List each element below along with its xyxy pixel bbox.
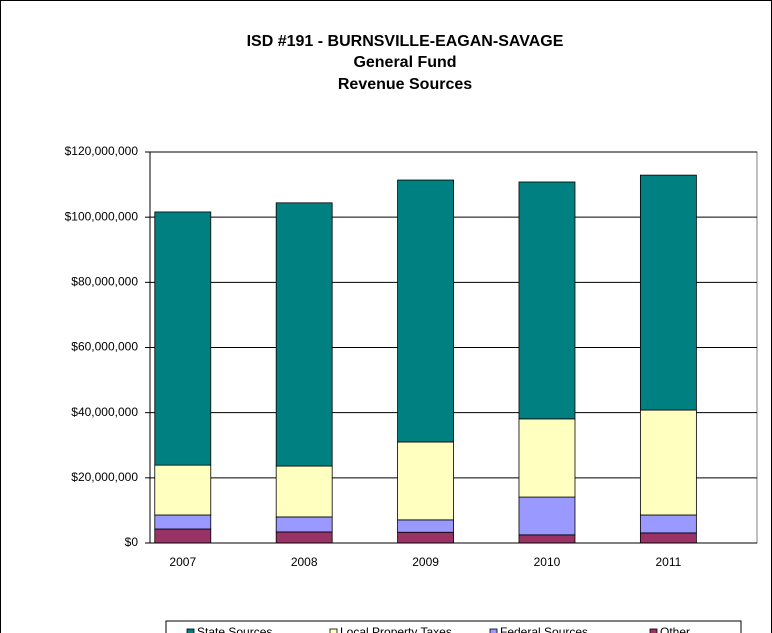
y-tick-label: $0	[125, 535, 139, 549]
bar-segment	[397, 519, 454, 533]
x-tick-label: 2009	[412, 555, 439, 569]
bar-segment	[275, 202, 333, 467]
y-tick-label: $40,000,000	[71, 405, 138, 419]
bar-segment	[397, 179, 454, 443]
bar-segment	[154, 464, 212, 516]
bar-segment	[397, 441, 454, 521]
bar-segment	[639, 409, 697, 516]
legend-label: Federal Sources	[500, 625, 588, 633]
bar-segment	[518, 418, 576, 498]
legend-swatch	[186, 628, 195, 633]
bar-segment	[639, 174, 697, 411]
bar-segment	[275, 465, 333, 518]
y-tick-label: $20,000,000	[71, 470, 138, 484]
x-tick-label: 2010	[534, 555, 561, 569]
y-tick-label: $80,000,000	[71, 275, 138, 289]
x-tick-label: 2007	[169, 555, 196, 569]
bar-segment	[275, 516, 333, 533]
bar-segment	[518, 496, 576, 536]
bar-segment	[518, 181, 576, 420]
legend-label: State Sources	[197, 625, 272, 633]
bar-segment	[154, 211, 212, 466]
chart-title: ISD #191 - BURNSVILLE-EAGAN-SAVAGE	[247, 33, 564, 50]
bar-segment	[639, 514, 697, 534]
bar-segment	[639, 532, 697, 544]
bar-segment	[397, 531, 454, 544]
bar-segment	[275, 531, 333, 544]
x-tick-label: 2011	[655, 555, 681, 569]
chart-subtitle: Revenue Sources	[338, 76, 472, 93]
x-tick-label: 2008	[291, 555, 318, 569]
chart-subtitle: General Fund	[353, 54, 456, 71]
y-tick-label: $100,000,000	[65, 209, 139, 223]
y-tick-label: $60,000,000	[71, 340, 138, 354]
legend-swatch	[649, 628, 658, 633]
bar-segment	[518, 534, 576, 544]
legend-box	[165, 620, 742, 633]
legend-label: Other	[660, 625, 690, 633]
legend-swatch	[329, 628, 338, 633]
bar-segment	[154, 528, 212, 544]
y-tick-label: $120,000,000	[65, 144, 139, 158]
bar-segment	[154, 514, 212, 530]
legend-swatch	[489, 628, 498, 633]
legend-label: Local Property Taxes	[340, 625, 452, 633]
